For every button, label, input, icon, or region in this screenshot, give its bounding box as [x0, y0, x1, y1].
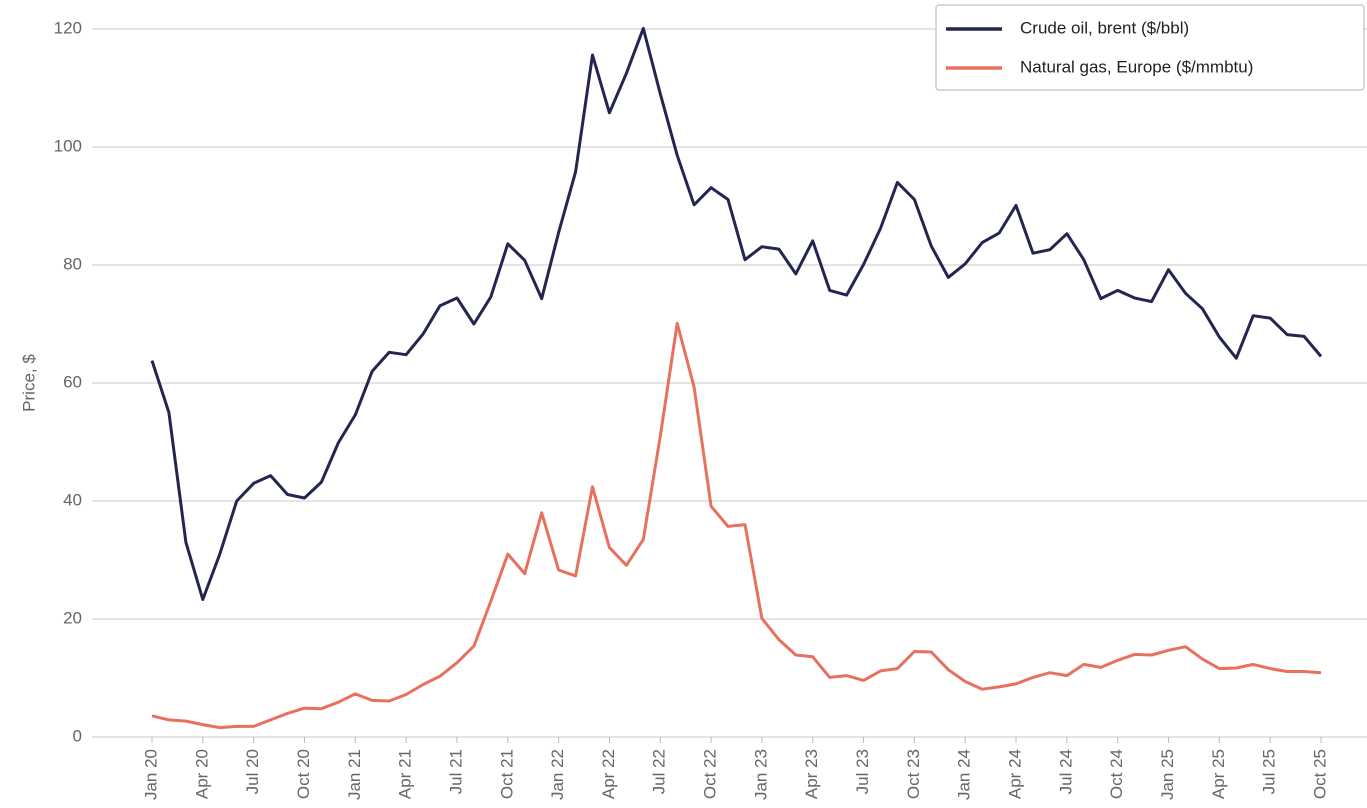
- x-tick-label: Jul 24: [1056, 749, 1075, 794]
- x-tick-label: Jan 24: [955, 749, 974, 800]
- legend-label: Crude oil, brent ($/bbl): [1020, 18, 1189, 37]
- legend-box: [935, 4, 1365, 91]
- y-axis-label: Price, $: [19, 354, 38, 412]
- x-tick-label: Jan 23: [751, 749, 770, 800]
- x-tick-label: Apr 25: [1209, 749, 1228, 799]
- x-tick-label: Apr 22: [599, 749, 618, 799]
- x-tick-label: Jan 25: [1158, 749, 1177, 800]
- y-tick-label: 60: [63, 372, 82, 391]
- y-tick-label: 20: [63, 608, 82, 627]
- x-tick-label: Jan 22: [548, 749, 567, 800]
- x-tick-label: Oct 21: [497, 749, 516, 799]
- y-tick-label: 40: [63, 490, 82, 509]
- x-tick-label: Oct 25: [1310, 749, 1329, 799]
- y-tick-label: 0: [73, 726, 82, 745]
- x-tick-label: Apr 23: [802, 749, 821, 799]
- x-tick-label: Apr 24: [1006, 749, 1025, 799]
- x-tick-label: Jul 21: [446, 749, 465, 794]
- x-tick-label: Jul 25: [1260, 749, 1279, 794]
- y-tick-label: 100: [54, 136, 82, 155]
- series-line: [151, 321, 1322, 730]
- y-tick-label: 80: [63, 254, 82, 273]
- x-tick-label: Jan 20: [141, 749, 160, 800]
- series-line: [150, 26, 1323, 601]
- x-tick-label: Jul 20: [243, 749, 262, 794]
- x-tick-label: Jul 23: [853, 749, 872, 794]
- x-tick-label: Apr 20: [192, 749, 211, 799]
- x-tick-label: Oct 23: [904, 749, 923, 799]
- legend: Crude oil, brent ($/bbl) Natural gas, Eur…: [935, 4, 1365, 91]
- x-tick-label: Oct 20: [294, 749, 313, 799]
- x-tick-label: Oct 24: [1107, 749, 1126, 799]
- legend-label: Natural gas, Europe ($/mmbtu): [1020, 57, 1253, 76]
- y-tick-label: 120: [54, 18, 82, 37]
- x-tick-label: Apr 21: [396, 749, 415, 799]
- x-tick-label: Oct 22: [701, 749, 720, 799]
- x-tick-label: Jul 22: [650, 749, 669, 794]
- x-tick-label: Jan 21: [345, 749, 364, 800]
